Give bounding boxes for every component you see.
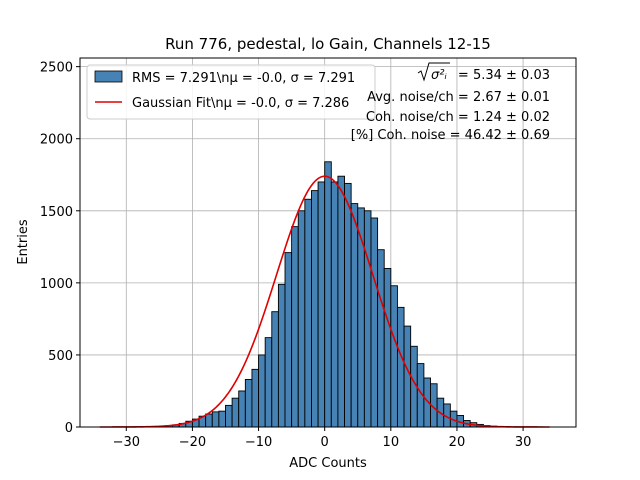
histogram-bar [231, 397, 240, 428]
histogram-bar [370, 217, 379, 428]
legend-label-histogram: RMS = 7.291\nμ = -0.0, σ = 7.291 [132, 71, 355, 86]
histogram-bar [377, 249, 385, 428]
histogram-bar [258, 354, 266, 428]
sigma-squared-label: σ²ᵢ [431, 68, 447, 83]
histogram-bar [205, 413, 213, 428]
histogram-bar [297, 210, 306, 428]
legend-label-fit: Gaussian Fit\nμ = -0.0, σ = 7.286 [132, 96, 349, 111]
sigma-total-value: = 5.34 ± 0.03 [458, 68, 550, 83]
y-tick-label: 1000 [40, 277, 73, 292]
legend-swatch-histogram [94, 70, 123, 83]
x-tick-label: −10 [245, 435, 272, 450]
x-tick-label: −30 [113, 435, 140, 450]
histogram-bar [311, 190, 319, 428]
histogram-bar [238, 390, 246, 428]
gaussian-fit-line [99, 175, 550, 428]
legend: RMS = 7.291\nμ = -0.0, σ = 7.291 Gaussia… [86, 64, 376, 120]
chart-title: Run 776, pedestal, lo Gain, Channels 12-… [165, 35, 491, 53]
x-tick-label: 30 [515, 435, 532, 450]
y-tick-label: 2500 [40, 61, 73, 76]
annotation-sigma-total: σ²ᵢ = 5.34 ± 0.03 [417, 62, 550, 83]
histogram-bar [383, 267, 392, 428]
sqrt-symbol [417, 62, 450, 82]
histogram-bar [324, 161, 332, 428]
histogram-bar [225, 404, 233, 428]
y-tick-label: 0 [65, 421, 73, 436]
annotation-avg-noise: Avg. noise/ch = 2.67 ± 0.01 [367, 90, 550, 105]
histogram-bar [284, 252, 293, 428]
y-axis-label: Entries [16, 219, 31, 265]
x-axis-label: ADC Counts [289, 456, 367, 471]
plot-frame [79, 57, 577, 428]
x-tick-label: 0 [321, 435, 329, 450]
ticks-layer: −30 −20 −10 0 10 20 30 0 500 1000 1500 2000 2500 [40, 61, 531, 450]
histogram-bar [211, 411, 220, 428]
histogram-bar [244, 378, 253, 428]
histogram-bar [403, 325, 412, 428]
x-tick-label: 20 [449, 435, 466, 450]
x-tick-label: 10 [383, 435, 400, 450]
histogram-bar [330, 181, 339, 428]
histogram-bar [344, 182, 352, 428]
histogram-bar [264, 337, 273, 428]
histogram-bar [337, 175, 345, 428]
histogram-bars [112, 161, 544, 428]
histogram-bar [271, 311, 279, 428]
histogram-bar [218, 410, 226, 428]
histogram-bar [350, 203, 359, 428]
annotations: σ²ᵢ = 5.34 ± 0.03 Avg. noise/ch = 2.67 ±… [351, 62, 550, 143]
histogram-bar [277, 283, 286, 428]
histogram-bar [317, 181, 326, 428]
histogram-bar [291, 226, 299, 428]
histogram-bar [396, 306, 405, 428]
annotation-pct-coh-noise: [%] Coh. noise = 46.42 ± 0.69 [351, 128, 550, 143]
legend-box [86, 64, 376, 120]
annotation-coh-noise: Coh. noise/ch = 1.24 ± 0.02 [366, 110, 550, 125]
y-tick-label: 500 [48, 349, 73, 364]
y-tick-label: 2000 [40, 133, 73, 148]
y-tick-label: 1500 [40, 205, 73, 220]
histogram-bar [363, 210, 372, 428]
x-tick-label: −20 [179, 435, 206, 450]
histogram-bar [304, 198, 312, 428]
histogram-bar [390, 285, 398, 428]
histogram-bar [251, 368, 260, 428]
